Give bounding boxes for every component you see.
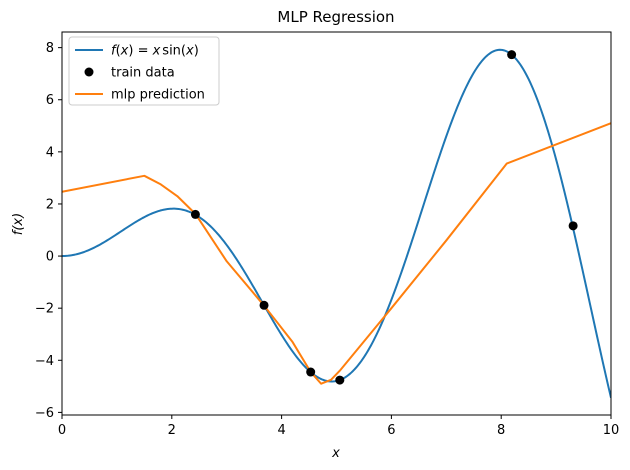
legend-label-part: ) = (128, 44, 152, 59)
y-axis-title: f(x) (11, 213, 26, 235)
series-layer (62, 48, 611, 399)
y-tick-label: 4 (46, 145, 54, 160)
train-data-point (259, 300, 269, 310)
train-data-point (306, 367, 316, 377)
y-tick-label: −6 (35, 406, 54, 421)
x-tick-label: 0 (58, 423, 66, 438)
chart-title: MLP Regression (277, 8, 394, 26)
y-tick-label: 0 (46, 250, 54, 265)
legend-label-part: ( (116, 44, 121, 59)
legend-label-part: f (111, 44, 118, 59)
legend-label: f(x) = x sin(x) (111, 44, 199, 59)
legend-label: mlp prediction (111, 88, 205, 103)
y-tick-label: 8 (46, 41, 54, 56)
train-data-point (568, 221, 578, 231)
train-data-point (190, 209, 200, 219)
legend-label-part: sin( (162, 44, 186, 59)
legend-box (68, 36, 220, 106)
legend-label-part: x (152, 44, 161, 59)
legend-label: train data (111, 66, 175, 81)
series-line-2 (62, 122, 611, 385)
legend-marker-swatch (84, 67, 94, 77)
x-tick-label: 2 (168, 423, 176, 438)
train-data-point (335, 375, 345, 385)
legend-label-part: x (120, 44, 129, 59)
axes-frame (61, 31, 612, 416)
y-tick-label: −2 (35, 302, 54, 317)
train-data-point (507, 50, 517, 60)
x-tick-label: 6 (387, 423, 395, 438)
x-tick-label: 4 (277, 423, 285, 438)
legend-label-part: x (185, 44, 194, 59)
y-axis-title-text: f(x) (11, 213, 26, 235)
x-tick-label: 10 (603, 423, 620, 438)
y-tick-label: 6 (46, 93, 54, 108)
x-tick-label: 8 (497, 423, 505, 438)
axes-layer: 0 2 4 6 8 10 −6 −4 −2 0 2 4 6 8 (35, 31, 620, 438)
x-axis-title: x (331, 446, 340, 461)
y-tick-label: −4 (35, 354, 54, 369)
legend-label-part: ) (194, 44, 199, 59)
y-tick-label: 2 (46, 197, 54, 212)
